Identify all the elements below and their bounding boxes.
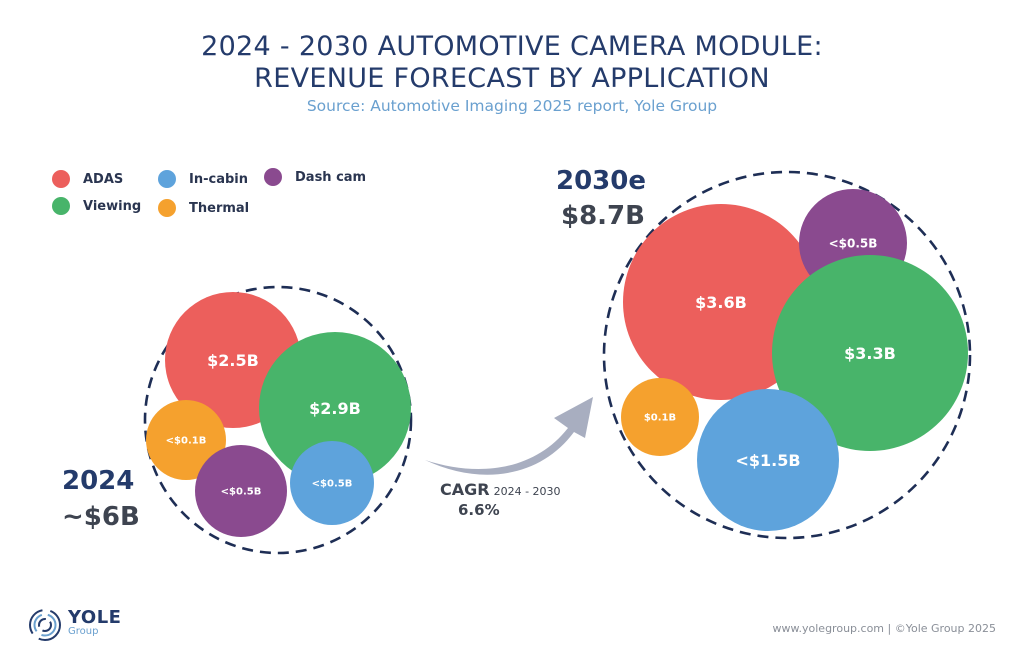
bubble-label: <$0.5B xyxy=(829,236,878,250)
bubble-label: <$0.5B xyxy=(312,479,353,490)
legend-label: Viewing xyxy=(83,198,142,214)
year-label-2030: 2030e xyxy=(556,166,646,196)
bubble-label: <$0.1B xyxy=(166,436,207,447)
footer-credit: www.yolegroup.com | ©Yole Group 2025 xyxy=(772,622,996,635)
bubble-label: $3.3B xyxy=(844,344,896,363)
bubble-dash-cam-2024 xyxy=(195,445,287,537)
bubble-label: <$1.5B xyxy=(735,451,800,470)
year-label-2024: 2024 xyxy=(62,466,135,496)
bubble-thermal-2030e xyxy=(621,378,699,456)
bubble-adas-2030e xyxy=(623,204,819,400)
total-label-2030: $8.7B xyxy=(561,201,645,231)
chart-subtitle: Source: Automotive Imaging 2025 report, … xyxy=(306,97,718,115)
bubble-label: $2.5B xyxy=(207,351,259,370)
cagr-range: 2024 - 2030 xyxy=(493,485,561,498)
bubble-viewing-2030e xyxy=(772,255,968,451)
bubble-viewing-2024 xyxy=(259,332,411,484)
bubble-thermal-2024 xyxy=(146,400,226,480)
legend-swatch xyxy=(264,168,282,186)
legend-swatch xyxy=(52,197,70,215)
legend-swatch xyxy=(158,199,176,217)
cagr-title: CAGR xyxy=(440,480,490,499)
legend-label: In-cabin xyxy=(189,171,248,187)
growth-arrow-icon xyxy=(425,397,593,475)
bubble-label: $0.1B xyxy=(644,413,676,424)
logo-sub: Group xyxy=(68,626,99,637)
yole-logo: YOLE Group xyxy=(28,608,121,642)
legend-label: ADAS xyxy=(83,171,124,187)
cagr-label: CAGR 2024 - 2030 xyxy=(440,480,561,499)
group-outline-2030e xyxy=(602,170,972,540)
bubble-label: <$0.5B xyxy=(221,487,262,498)
legend-label: Thermal xyxy=(189,200,250,216)
legend-item-dash-cam: Dash cam xyxy=(264,168,366,186)
bubble-in-cabin-2024 xyxy=(290,441,374,525)
legend-item-thermal: Thermal xyxy=(158,199,249,217)
bubble-label: $3.6B xyxy=(695,293,747,312)
legend-swatch xyxy=(158,170,176,188)
legend-item-in-cabin: In-cabin xyxy=(158,170,248,188)
total-label-2024: ~$6B xyxy=(62,502,140,532)
bubble-label: $2.9B xyxy=(309,399,361,418)
bubble-in-cabin-2030e xyxy=(697,389,839,531)
yole-swirl-icon xyxy=(29,609,61,641)
legend-item-adas: ADAS xyxy=(52,170,123,188)
chart-title-line2: REVENUE FORECAST BY APPLICATION xyxy=(254,63,770,94)
legend-item-viewing: Viewing xyxy=(52,197,141,215)
cagr-value: 6.6% xyxy=(458,501,500,519)
group-outline-2024 xyxy=(143,285,413,555)
chart-title-line1: 2024 - 2030 AUTOMOTIVE CAMERA MODULE: xyxy=(201,31,823,62)
legend-label: Dash cam xyxy=(295,169,367,185)
legend-swatch xyxy=(52,170,70,188)
logo-name: YOLE xyxy=(68,607,122,628)
